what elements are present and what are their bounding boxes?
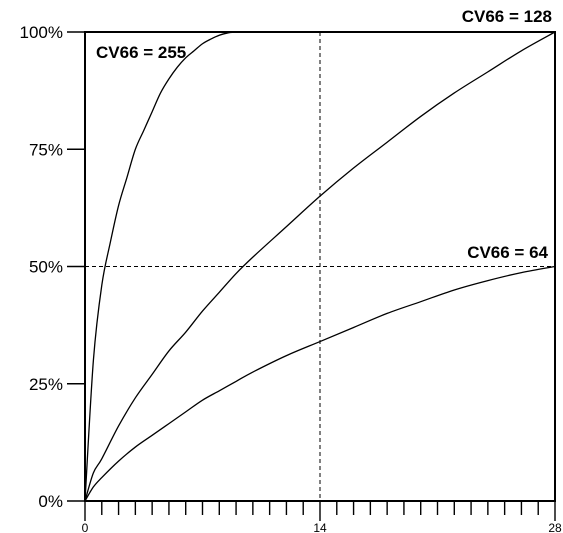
x-tick-label-0: 0: [82, 521, 89, 533]
tick-labels: 0% 25% 50% 75% 100% 0 14 28: [20, 23, 562, 533]
series-lines: [84, 31, 556, 502]
reference-lines: [85, 32, 555, 501]
series-line-cv66-255: [84, 31, 237, 502]
series-line-cv66-128: [84, 31, 556, 502]
annotation-cv66-64: CV66 = 64: [467, 243, 548, 262]
annotation-cv66-128: CV66 = 128: [462, 7, 552, 26]
annotations: CV66 = 255 CV66 = 128 CV66 = 64: [96, 7, 552, 262]
ticks: [67, 31, 556, 521]
y-tick-label-50: 50%: [29, 258, 63, 277]
x-tick-label-14: 14: [313, 521, 327, 533]
annotation-cv66-255: CV66 = 255: [96, 43, 186, 62]
y-tick-label-0: 0%: [38, 492, 63, 511]
y-tick-label-25: 25%: [29, 375, 63, 394]
y-tick-label-100: 100%: [20, 23, 63, 42]
y-tick-label-75: 75%: [29, 140, 63, 159]
x-tick-label-28: 28: [548, 521, 562, 533]
series-line-cv66-64: [84, 265, 556, 502]
